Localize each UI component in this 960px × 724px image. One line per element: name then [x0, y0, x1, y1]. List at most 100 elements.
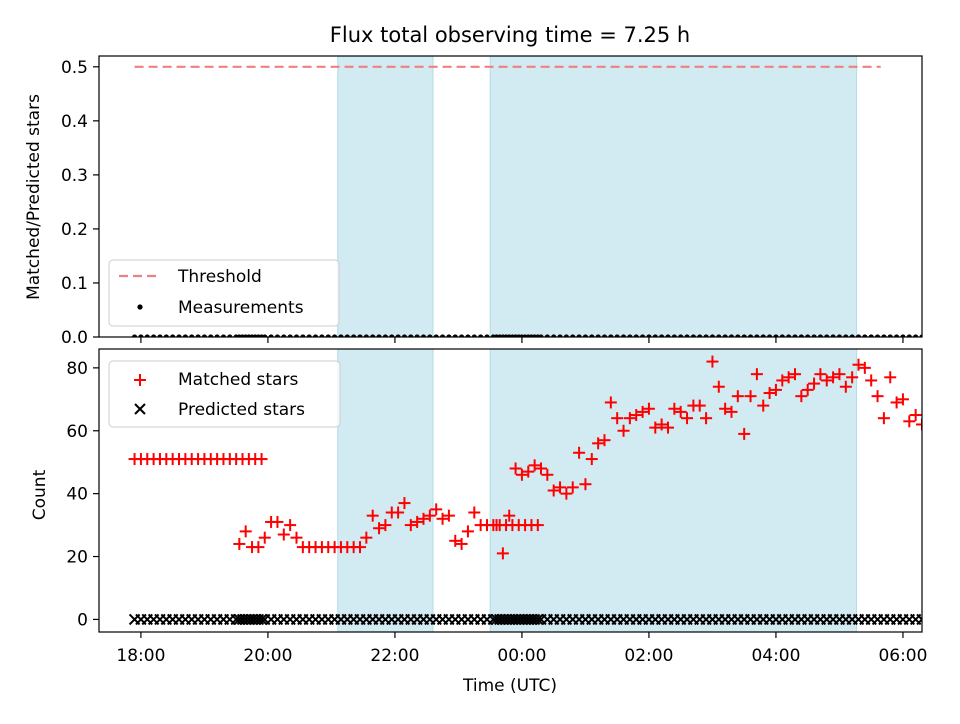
matched-point-53 [436, 512, 449, 525]
measurement-point-90 [627, 334, 633, 337]
measurement-point-136 [919, 334, 922, 337]
measurement-point-8 [182, 334, 188, 337]
measurement-point-41 [363, 334, 369, 337]
bottom-y-tick-label-0: 0 [77, 610, 88, 630]
measurement-point-50 [420, 334, 427, 337]
matched-point-49 [411, 515, 424, 528]
measurement-point-129 [874, 334, 881, 337]
matched-point-73 [515, 468, 528, 481]
measurement-point-2 [144, 334, 150, 337]
matched-point-86 [598, 434, 611, 447]
measurement-point-122 [830, 334, 836, 337]
matched-point-122 [827, 371, 840, 384]
measurement-point-21 [236, 334, 242, 337]
bottom-y-tick-label-1: 20 [66, 548, 88, 568]
measurement-point-140 [945, 334, 950, 339]
x-tick-label-0: 18:00 [116, 646, 165, 666]
measurement-point-55 [452, 334, 458, 337]
matched-point-21 [233, 537, 246, 550]
measurement-point-120 [817, 334, 823, 337]
matched-point-84 [585, 453, 598, 466]
matched-point-131 [884, 371, 897, 384]
measurement-point-36 [331, 334, 338, 337]
matched-point-76 [534, 462, 547, 475]
matched-point-135 [909, 409, 922, 422]
measurement-point-105 [722, 334, 728, 337]
measurement-point-86 [601, 334, 608, 337]
matched-point-96 [661, 421, 674, 434]
predicted-point-139 [936, 614, 946, 624]
measurement-point-46 [395, 334, 401, 337]
matched-point-101 [693, 399, 706, 412]
measurement-point-110 [754, 334, 760, 337]
bottom-y-axis-label: Count [30, 469, 50, 520]
measurement-point-3 [151, 334, 157, 337]
measurement-point-12 [208, 334, 214, 337]
matched-point-70 [496, 547, 509, 560]
matched-point-48 [404, 519, 417, 532]
matched-point-98 [674, 405, 687, 418]
legend-matched-marker [134, 374, 146, 386]
matched-point-114 [776, 374, 789, 387]
matched-point-109 [744, 390, 757, 403]
measurement-point-80 [563, 334, 569, 337]
matched-point-78 [547, 484, 560, 497]
measurement-point-108 [741, 334, 747, 337]
top-y-tick-label-2: 0.2 [61, 220, 88, 240]
top-y-tick-label-5: 0.5 [61, 58, 88, 78]
measurement-point-119 [811, 334, 817, 337]
matched-point-95 [655, 418, 668, 431]
legend-predicted-marker [134, 403, 146, 415]
matched-point-29 [284, 519, 297, 532]
predicted-point-20 [255, 613, 268, 626]
bottom-axes-frame [98, 348, 923, 633]
chart-title: Flux total observing time = 7.25 h [330, 23, 690, 47]
legend-threshold-label: Threshold [177, 267, 262, 287]
measurement-point-126 [855, 334, 862, 337]
matched-point-50 [417, 512, 430, 525]
measurement-point-125 [849, 334, 855, 337]
matched-point-54 [442, 509, 455, 522]
predicted-point-137 [923, 614, 933, 624]
bottom-y-tick-label-3: 60 [66, 422, 88, 442]
measurement-point-130 [881, 334, 887, 337]
measurement-point-82 [576, 334, 582, 337]
matched-point-85 [592, 437, 605, 450]
measurement-point-27 [274, 334, 281, 337]
measurement-point-32 [306, 334, 312, 337]
measurement-point-39 [351, 334, 357, 337]
matched-point-88 [611, 412, 624, 425]
measurement-point-71 [506, 334, 512, 337]
measurement-point-121 [824, 334, 830, 337]
matched-point-132 [890, 396, 903, 409]
measurement-point-92 [639, 334, 646, 337]
matched-point-134 [903, 415, 916, 428]
measurement-point-133 [900, 334, 906, 337]
measurement-point-15 [227, 334, 233, 337]
measurement-point-73 [519, 334, 525, 337]
measurement-point-56 [459, 334, 465, 337]
measurement-point-103 [709, 334, 716, 337]
measurement-point-91 [633, 334, 639, 337]
matched-point-42 [366, 509, 379, 522]
bottom-legend-box [108, 360, 341, 428]
measurement-point-114 [779, 334, 785, 337]
measurement-point-57 [465, 334, 471, 337]
matched-point-69 [490, 519, 503, 532]
measurement-point-58 [471, 334, 477, 337]
measurement-point-70 [500, 334, 506, 337]
matched-point-130 [877, 412, 890, 425]
matched-point-56 [455, 537, 468, 550]
measurement-point-30 [293, 334, 300, 337]
measurement-point-100 [690, 334, 696, 337]
predicted-point-68 [532, 613, 544, 626]
matched-point-58 [468, 506, 481, 519]
matched-point-40 [353, 541, 366, 554]
matched-point-25 [258, 531, 271, 544]
matched-point-107 [731, 390, 744, 403]
measurement-point-45 [389, 334, 395, 337]
measurement-point-93 [646, 334, 652, 337]
measurement-point-47 [401, 334, 408, 337]
top-observing-window-1 [489, 56, 858, 337]
